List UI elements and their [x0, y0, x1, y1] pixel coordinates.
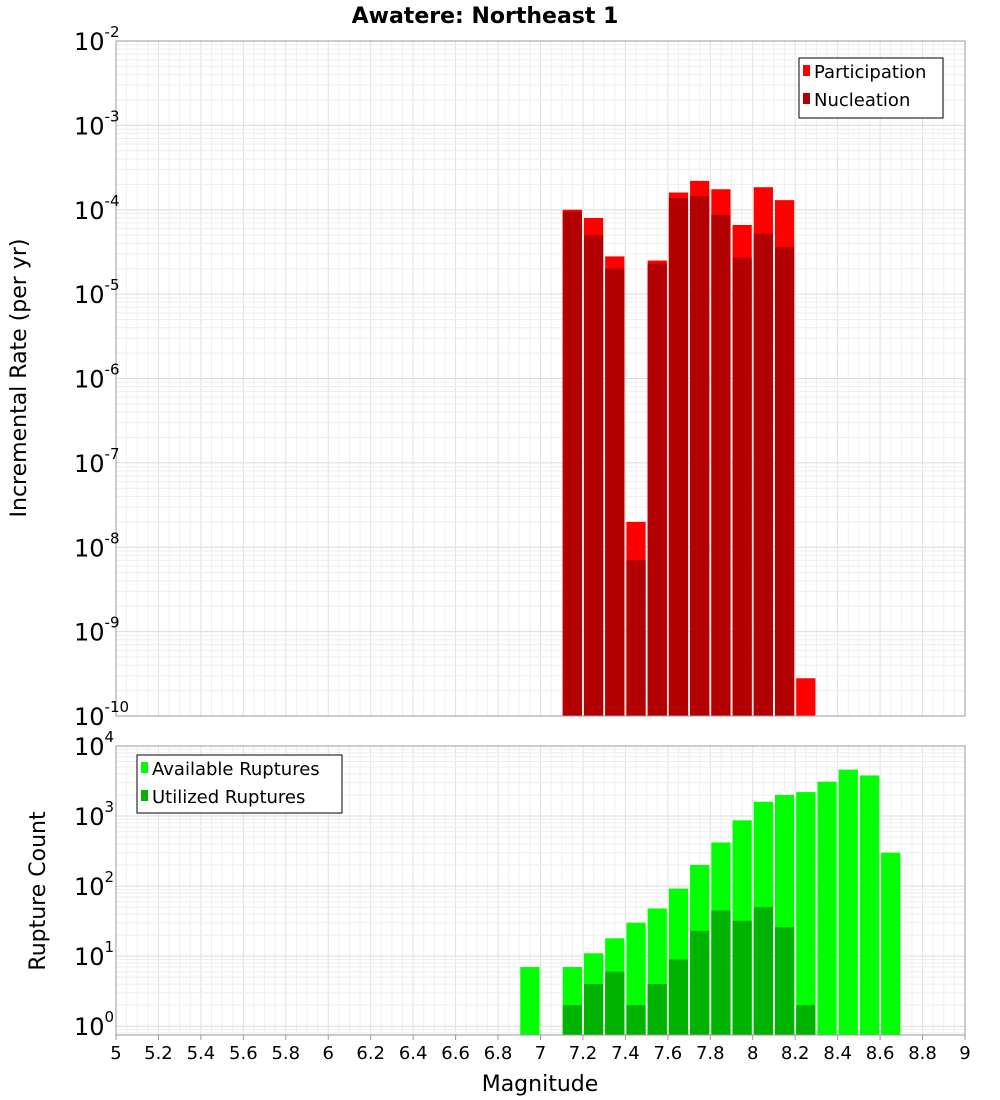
x-tick-label: 5.8 [271, 1043, 300, 1064]
x-tick-label: 7.8 [696, 1043, 725, 1064]
x-tick-label: 7.4 [611, 1043, 640, 1064]
rate-y-tick-label: 10-7 [74, 445, 120, 478]
x-tick-label: 9 [959, 1043, 970, 1064]
rate-y-tick-label: 10-6 [74, 361, 120, 394]
count-y-tick-label: 101 [74, 938, 114, 971]
count-y-tick-label: 102 [74, 868, 114, 901]
rate-bar-nucleation-7.25 [583, 235, 604, 716]
x-tick-label: 6.4 [399, 1043, 428, 1064]
count-bar-available-ruptures-8.25 [796, 792, 816, 1035]
rate-y-tick-labels: 10-10 10-9 10-8 10-7 10-6 10-5 10-4 10-3 10-2 [74, 23, 129, 731]
rate-bar-nucleation-7.75 [690, 196, 710, 716]
x-tick-label: 6.8 [484, 1043, 513, 1064]
count-legend-label: Available Ruptures [152, 759, 320, 780]
x-tick-label: 6.6 [441, 1043, 470, 1064]
rate-y-tick-label: 10-10 [74, 698, 129, 731]
rate-bar-nucleation-7.85 [711, 214, 731, 716]
rate-legend: Participation Nucleation [798, 57, 944, 119]
rate-bar-nucleation-7.35 [605, 268, 625, 716]
count-bar-utilized-ruptures-7.95 [732, 920, 752, 1035]
count-bar-utilized-ruptures-7.15 [562, 1005, 582, 1035]
rate-series-nucleation [562, 196, 795, 717]
count-bar-available-ruptures-8.65 [881, 852, 901, 1035]
x-tick-label: 5.2 [144, 1043, 173, 1064]
count-legend-box [136, 754, 343, 814]
rate-legend-swatch [803, 65, 810, 76]
rate-bar-nucleation-7.55 [647, 263, 667, 716]
count-series-utilized-ruptures [562, 907, 816, 1035]
rate-bar-participation-8.25 [796, 678, 816, 716]
bottom-y-axis-label: Rupture Count [26, 811, 51, 971]
rate-bar-nucleation-7.45 [626, 560, 646, 716]
x-tick-label: 8.8 [908, 1043, 937, 1064]
x-tick-labels: 5 5.2 5.4 5.6 5.8 6 6.2 6.4 6.6 6.8 7 7.2 7.4 7.6 7.8 8… [110, 1035, 971, 1064]
count-bar-utilized-ruptures-7.35 [605, 971, 625, 1035]
count-legend-swatch [141, 762, 148, 773]
count-bar-utilized-ruptures-7.25 [583, 984, 604, 1035]
count-bar-available-ruptures-6.95 [520, 967, 540, 1035]
x-tick-label: 5 [110, 1043, 121, 1064]
count-legend-label: Utilized Ruptures [152, 787, 305, 808]
count-bar-utilized-ruptures-8.15 [774, 927, 795, 1035]
x-tick-label: 7.6 [654, 1043, 683, 1064]
incremental-rate-panel: 10-10 10-9 10-8 10-7 10-6 10-5 10-4 10-3 10-2 Par… [74, 23, 966, 731]
rate-bar-nucleation-7.15 [562, 211, 582, 716]
count-y-tick-label: 104 [74, 728, 114, 761]
rate-y-tick-label: 10-4 [74, 192, 120, 225]
count-legend: Available Ruptures Utilized Ruptures [136, 754, 343, 814]
rate-bar-nucleation-8.05 [753, 233, 773, 716]
count-y-tick-label: 100 [74, 1008, 114, 1041]
rate-y-tick-label: 10-8 [74, 529, 120, 562]
x-axis-label: Magnitude [482, 1072, 599, 1097]
count-bar-utilized-ruptures-7.85 [711, 910, 731, 1035]
x-tick-label: 8.6 [866, 1043, 895, 1064]
count-legend-swatch [141, 790, 148, 801]
rate-y-tick-label: 10-5 [74, 276, 120, 309]
rate-bar-nucleation-7.95 [732, 257, 752, 716]
x-tick-label: 6.2 [356, 1043, 385, 1064]
count-bar-utilized-ruptures-7.45 [626, 1005, 646, 1035]
count-bar-available-ruptures-8.55 [859, 775, 880, 1035]
rate-gridlines [115, 41, 966, 717]
x-tick-label: 8.4 [823, 1043, 852, 1064]
rate-legend-label: Nucleation [814, 90, 910, 111]
rate-y-tick-label: 10-2 [74, 23, 120, 56]
rate-legend-box [798, 57, 944, 119]
rate-plot-border [115, 40, 966, 717]
rate-bar-nucleation-7.65 [668, 197, 689, 717]
count-bar-utilized-ruptures-7.65 [668, 959, 689, 1035]
x-tick-label: 5.6 [229, 1043, 258, 1064]
x-tick-label: 8.2 [781, 1043, 810, 1064]
count-bar-available-ruptures-8.35 [817, 781, 837, 1035]
top-y-axis-label: Incremental Rate (per yr) [7, 239, 32, 518]
count-bar-utilized-ruptures-7.55 [647, 984, 667, 1035]
count-y-tick-label: 103 [74, 798, 114, 831]
count-bar-utilized-ruptures-8.25 [796, 1005, 816, 1035]
x-tick-label: 8 [747, 1043, 758, 1064]
rupture-count-panel: 100 101 102 103 104 Available Ruptures Utilize… [74, 728, 971, 1064]
count-bar-utilized-ruptures-8.05 [753, 907, 773, 1035]
rate-legend-label: Participation [814, 62, 926, 83]
x-tick-label: 7.2 [569, 1043, 598, 1064]
rate-legend-swatch [803, 93, 810, 104]
rate-bar-nucleation-8.15 [774, 247, 795, 716]
count-bar-utilized-ruptures-7.75 [690, 930, 710, 1035]
count-bar-available-ruptures-8.45 [838, 769, 858, 1035]
rate-y-tick-label: 10-3 [74, 107, 120, 140]
chart-title: Awatere: Northeast 1 [352, 4, 619, 29]
x-tick-label: 6 [323, 1043, 334, 1064]
rate-y-tick-label: 10-9 [74, 614, 120, 647]
count-y-tick-labels: 100 101 102 103 104 [74, 728, 114, 1041]
x-tick-label: 5.4 [187, 1043, 216, 1064]
x-tick-label: 7 [535, 1043, 546, 1064]
